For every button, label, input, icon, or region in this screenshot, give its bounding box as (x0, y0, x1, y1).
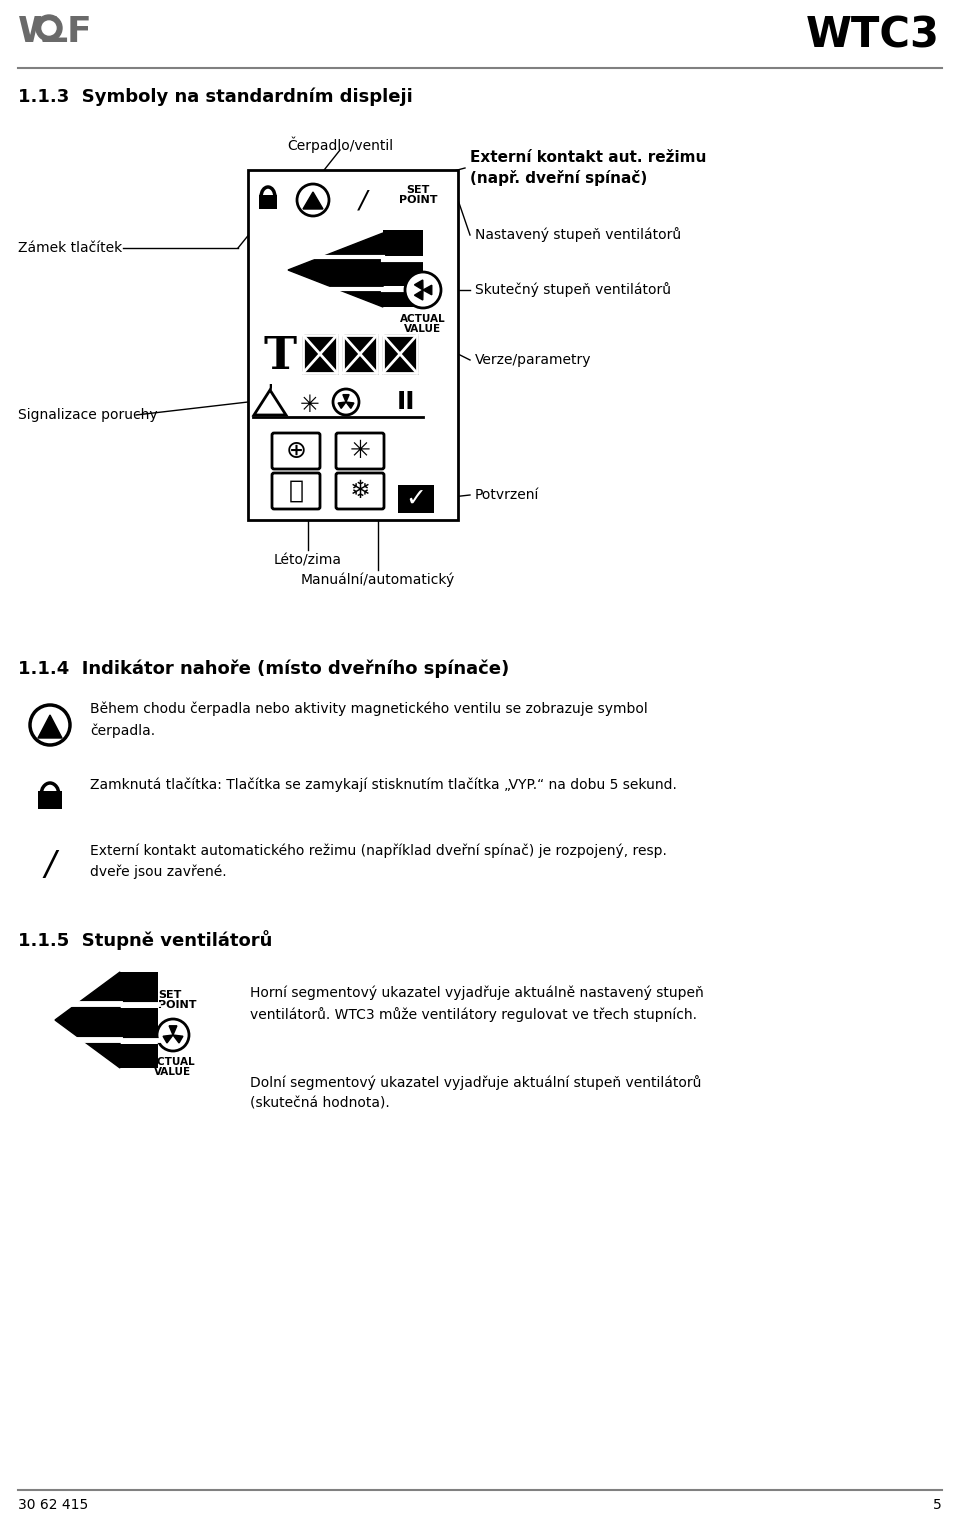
Text: Externí kontakt aut. režimu: Externí kontakt aut. režimu (470, 150, 707, 166)
Bar (383, 230, 423, 255)
Text: Zamknutá tlačítka: Tlačítka se zamykají stisknutím tlačítka „VYP.“ na dobu 5 sek: Zamknutá tlačítka: Tlačítka se zamykají … (90, 778, 677, 792)
FancyBboxPatch shape (272, 433, 320, 470)
Bar (248, 170, 458, 520)
Text: (např. dveřní spínač): (např. dveřní spínač) (470, 170, 647, 185)
Polygon shape (346, 401, 354, 409)
Bar (383, 334, 417, 372)
Circle shape (333, 389, 359, 415)
Circle shape (36, 15, 62, 41)
Polygon shape (415, 280, 423, 290)
Text: !: ! (267, 383, 273, 397)
Bar (303, 334, 337, 372)
Circle shape (297, 184, 329, 216)
Text: 1.1.3  Symboly na standardním displeji: 1.1.3 Symboly na standardním displeji (18, 88, 413, 106)
Text: SET
POINT: SET POINT (398, 185, 437, 205)
Bar (383, 260, 423, 286)
Text: ✳: ✳ (300, 394, 320, 416)
Circle shape (405, 272, 441, 309)
Text: Léto/zima: Léto/zima (274, 553, 342, 567)
Bar (303, 334, 337, 372)
FancyBboxPatch shape (336, 433, 384, 470)
Text: /: / (359, 188, 367, 211)
Polygon shape (254, 391, 286, 415)
Text: W: W (18, 15, 58, 49)
Text: ACTUAL
VALUE: ACTUAL VALUE (150, 1056, 196, 1078)
Text: 1.1.5  Stupně ventilátorů: 1.1.5 Stupně ventilátorů (18, 930, 273, 950)
Text: Nastavený stupeň ventilátorů: Nastavený stupeň ventilátorů (475, 228, 682, 243)
Text: ✋: ✋ (289, 479, 303, 503)
Text: SET
POINT: SET POINT (158, 990, 197, 1009)
Bar (398, 485, 434, 514)
Text: Skutečný stupeň ventilátorů: Skutečný stupeň ventilátorů (475, 283, 671, 298)
Text: Verze/parametry: Verze/parametry (475, 353, 591, 366)
Polygon shape (169, 1026, 177, 1035)
Polygon shape (338, 401, 346, 409)
Text: Dolní segmentový ukazatel vyjadřuje aktuální stupeň ventilátorů
(skutečná hodnot: Dolní segmentový ukazatel vyjadřuje aktu… (250, 1075, 702, 1111)
Circle shape (157, 1018, 189, 1050)
Bar (383, 290, 423, 307)
Text: ⊕: ⊕ (285, 439, 306, 464)
Text: Signalizace poruchy: Signalizace poruchy (18, 407, 157, 423)
Text: Externí kontakt automatického režimu (například dveřní spínač) je rozpojený, res: Externí kontakt automatického režimu (na… (90, 844, 667, 879)
Bar (120, 1044, 158, 1069)
Bar (38, 790, 62, 809)
Text: Čerpadlo/ventil: Čerpadlo/ventil (287, 137, 393, 154)
Polygon shape (343, 395, 349, 401)
Bar (343, 334, 377, 372)
Text: Zámek tlačítek: Zámek tlačítek (18, 242, 122, 255)
Bar (343, 334, 377, 372)
Text: Během chodu čerpadla nebo aktivity magnetického ventilu se zobrazuje symbol
čerp: Během chodu čerpadla nebo aktivity magne… (90, 702, 648, 737)
Text: 1.1.4  Indikátor nahoře (místo dveřního spínače): 1.1.4 Indikátor nahoře (místo dveřního s… (18, 660, 509, 678)
Text: II: II (396, 391, 416, 413)
Text: Potvrzení: Potvrzení (475, 488, 540, 502)
FancyBboxPatch shape (336, 473, 384, 509)
Text: WTC3: WTC3 (806, 15, 940, 56)
Polygon shape (163, 1035, 173, 1043)
Text: /: / (44, 848, 56, 882)
Polygon shape (303, 192, 323, 210)
Bar (383, 334, 417, 372)
Circle shape (30, 705, 70, 745)
Polygon shape (38, 714, 62, 739)
Polygon shape (415, 290, 423, 299)
Text: 30 62 415: 30 62 415 (18, 1499, 88, 1512)
Polygon shape (423, 286, 432, 295)
Polygon shape (55, 971, 120, 1069)
Polygon shape (288, 233, 383, 307)
Polygon shape (173, 1035, 183, 1043)
Text: ✓: ✓ (405, 486, 426, 511)
Text: Manuální/automatický: Manuální/automatický (300, 573, 455, 587)
Text: T: T (263, 334, 297, 378)
Circle shape (42, 21, 56, 35)
FancyBboxPatch shape (272, 473, 320, 509)
Bar (120, 971, 158, 1005)
Text: LF: LF (45, 15, 93, 49)
Bar (259, 195, 277, 210)
Text: ACTUAL
VALUE: ACTUAL VALUE (400, 315, 445, 334)
Text: 5: 5 (933, 1499, 942, 1512)
Bar (120, 1008, 158, 1040)
Text: ❄: ❄ (349, 479, 371, 503)
Text: Horní segmentový ukazatel vyjadřuje aktuálně nastavený stupeň
ventilátorů. WTC3 : Horní segmentový ukazatel vyjadřuje aktu… (250, 985, 704, 1021)
Text: ✳: ✳ (349, 439, 371, 464)
